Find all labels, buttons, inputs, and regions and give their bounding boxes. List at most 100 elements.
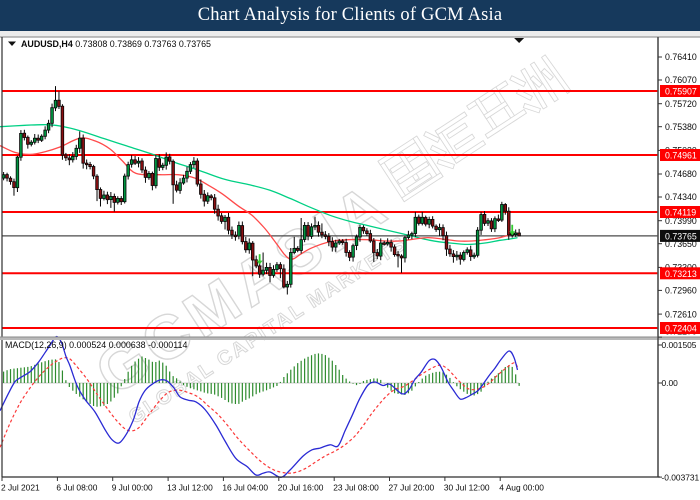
candle-bull	[358, 227, 362, 238]
window-chrome-strip	[0, 31, 700, 37]
candle-bull	[147, 172, 151, 179]
candle-bull	[154, 158, 158, 187]
watermark-cjk-stroke-inner	[378, 159, 408, 202]
candle-bull	[53, 99, 58, 109]
candle-bull	[354, 236, 359, 246]
candle-bull	[292, 247, 296, 253]
candle-bull	[420, 216, 424, 224]
candle-bear	[133, 159, 137, 164]
watermark-cjk-glyph	[466, 80, 528, 139]
chart-area[interactable]: GCMASIA GLOBAL CAPITAL MARKETS 0.76410 0.7…	[0, 31, 700, 500]
candle-bull	[462, 252, 466, 260]
price-axis-label: 0.74340	[665, 192, 697, 202]
macd-axis-label: -0.003731	[662, 472, 700, 482]
candle-bull	[334, 242, 338, 248]
price-axis-label: 0.73990	[665, 216, 697, 226]
candle-bear	[507, 210, 511, 236]
candle-bear	[202, 193, 206, 202]
candle-bear	[327, 235, 331, 243]
candle-bear	[375, 252, 379, 257]
watermark-cjk-stroke-inner	[437, 159, 454, 169]
candle-bear	[451, 253, 456, 257]
candle-bear	[347, 251, 352, 258]
candle-bear	[212, 197, 217, 210]
candle-bear	[81, 137, 85, 164]
macd-axis-label: 0.001505	[662, 340, 697, 350]
candle-bear	[36, 137, 40, 141]
candle-bull	[479, 214, 483, 231]
candle-bull	[437, 227, 442, 231]
candle-bear	[496, 218, 501, 221]
candle-bear	[396, 253, 400, 257]
time-axis-label: 27 Jul 20:00	[389, 483, 435, 493]
symbol-quote-line: AUDUSD,H4 0.73808 0.73869 0.73763 0.7376…	[21, 39, 211, 49]
candle-bear	[112, 195, 117, 203]
candle-bull	[289, 252, 293, 285]
candle-bull	[109, 195, 113, 200]
candle-bear	[372, 240, 376, 253]
signal-arrows	[256, 224, 516, 265]
candle-bear	[240, 225, 245, 243]
watermark-cjk-stroke-inner	[413, 136, 443, 179]
candle-bull	[19, 132, 23, 158]
candle-bear	[382, 242, 386, 245]
candle-bull	[285, 283, 290, 288]
ma-fast-line	[0, 137, 518, 260]
candle-bull	[427, 218, 431, 225]
candle-bear	[57, 99, 61, 107]
candle-bull	[302, 224, 307, 240]
candle-bear	[434, 225, 438, 230]
current-price-tag	[660, 229, 700, 242]
candle-bear	[361, 226, 366, 232]
candle-bull	[351, 245, 355, 258]
sr-price-tag-label: 0.75907	[665, 87, 697, 97]
candle-bear	[60, 105, 65, 156]
time-axis-label: 9 Jul 00:00	[112, 483, 153, 493]
candle-bear	[295, 247, 300, 251]
moving-averages	[0, 124, 518, 260]
down-arrow-head-icon	[256, 260, 263, 265]
price-axis-label: 0.75720	[665, 99, 697, 109]
time-axis-label: 13 Jul 12:00	[167, 483, 213, 493]
candlesticks	[1, 38, 525, 295]
candle-bear	[392, 246, 397, 255]
candle-bear	[468, 249, 473, 257]
candle-bear	[22, 132, 27, 138]
watermark-cjk-stroke-inner	[430, 145, 446, 156]
sr-price-tag-label: 0.72404	[665, 324, 697, 334]
candle-bear	[171, 160, 175, 186]
candle-bull	[455, 254, 459, 258]
price-axis-label: 0.72960	[665, 286, 697, 296]
symbol-dropdown-icon[interactable]	[8, 41, 16, 47]
down-arrow-head-icon	[509, 231, 516, 236]
watermark-cjk-stroke-inner	[454, 134, 474, 150]
sr-price-tag	[660, 149, 700, 161]
watermark-cjk-glyph	[509, 54, 572, 114]
candle-bear	[517, 232, 521, 237]
candle-bull	[188, 164, 193, 172]
watermark-cjk-stroke-inner	[402, 173, 443, 202]
candle-bear	[5, 174, 9, 179]
candle-bull	[486, 220, 490, 224]
candle-bear	[340, 240, 345, 244]
candle-bull	[513, 232, 518, 236]
candle-bull	[116, 197, 120, 203]
candle-bull	[385, 241, 390, 245]
candle-bull	[78, 137, 82, 149]
candle-bear	[216, 208, 220, 217]
candle-bear	[282, 268, 286, 288]
time-axis-label: 16 Jul 04:00	[222, 483, 268, 493]
watermark-cjk-stroke-inner	[521, 68, 547, 109]
candle-bear	[330, 241, 334, 248]
candle-bull	[275, 264, 279, 270]
candle-bull	[136, 160, 141, 164]
candle-bull	[161, 164, 165, 168]
candle-bear	[98, 189, 103, 199]
price-axis-label: 0.72610	[665, 309, 697, 319]
price-axis-label: 0.76410	[665, 52, 697, 62]
watermark-cjk-stroke-inner	[424, 132, 440, 142]
sr-price-tag-label: 0.73213	[665, 269, 697, 279]
watermark-cjk-glyph	[423, 111, 487, 170]
candle-bear	[195, 160, 200, 185]
